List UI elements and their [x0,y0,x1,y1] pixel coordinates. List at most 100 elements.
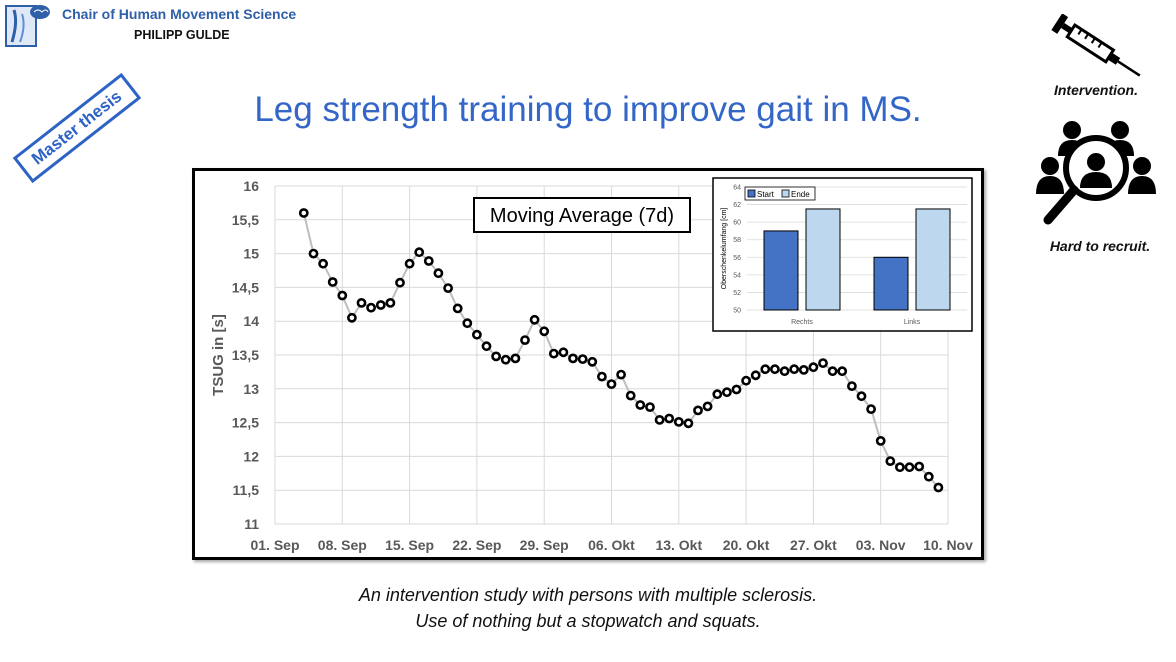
data-point [760,364,771,375]
data-point [443,283,453,293]
data-point [568,353,578,364]
data-point [346,312,357,323]
data-point [616,369,626,380]
data-point [750,370,761,381]
inset-legend-label: Start [757,190,775,199]
data-point [654,414,665,425]
inset-legend-label: Ende [791,190,810,199]
data-point [798,364,809,375]
x-tick-label: 27. Okt [790,537,837,553]
data-point [423,256,434,266]
data-point [741,375,751,386]
y-tick-label: 16 [243,178,259,194]
inset-bar [805,208,841,311]
data-point [308,248,319,259]
data-point [471,329,482,340]
data-point [673,416,684,427]
x-tick-label: 08. Sep [318,537,367,553]
inset-y-tick-label: 60 [733,220,741,227]
data-point [510,353,521,364]
inset-legend-swatch [781,189,790,198]
inset-category-label: Links [904,319,921,326]
data-point [481,341,492,352]
data-point [779,366,790,377]
data-point [596,371,607,382]
inset-y-tick-label: 56 [733,255,741,262]
data-point [337,290,348,301]
y-axis-label: TSUG in [s] [210,314,227,396]
caption-line-1: An intervention study with persons with … [358,585,818,605]
data-point [847,381,857,391]
data-point [722,387,732,398]
data-point [875,435,886,446]
x-tick-label: 29. Sep [520,537,569,553]
data-point [625,390,636,401]
x-tick-label: 03. Nov [856,537,906,553]
data-point [808,362,819,373]
x-tick-label: 22. Sep [452,537,501,553]
x-tick-label: 20. Okt [723,537,770,553]
data-point [923,471,934,482]
caption-line-2: Use of nothing but a stopwatch and squat… [415,611,761,631]
institution-name: Chair of Human Movement Science [62,6,297,22]
inset-y-tick-label: 50 [733,308,741,315]
inset-y-tick-label: 64 [733,185,741,192]
data-point [366,302,376,313]
inset-y-tick-label: 62 [733,202,741,209]
y-tick-label: 13 [243,381,259,397]
x-tick-label: 13. Okt [655,537,702,553]
data-point [452,303,463,314]
inset-y-axis-label: Oberschenkelumfang [cm] [721,208,728,290]
data-point [702,401,713,412]
data-point [414,247,425,258]
people-magnifier-icon [1036,121,1156,225]
data-point [529,314,540,325]
inset-y-tick-label: 58 [733,237,741,244]
data-point [500,354,511,365]
data-point [789,364,800,375]
data-point [856,391,867,402]
syringe-icon [1051,14,1141,77]
inset-category-label: Rechts [791,319,813,326]
data-point [904,462,915,473]
data-point [298,208,309,218]
chart-title-box [473,197,691,233]
data-point [712,389,723,400]
y-tick-label: 15 [243,246,259,262]
data-point [770,364,780,375]
y-tick-label: 14 [243,313,259,329]
y-tick-label: 15,5 [232,212,259,228]
data-point [683,418,694,429]
data-point [606,379,617,389]
inset-legend-box [744,186,816,201]
data-point [327,277,338,287]
data-point [404,258,415,269]
data-point [587,356,598,367]
data-point [548,348,559,359]
data-point [395,277,405,288]
data-point [375,300,386,310]
data-point [914,461,925,472]
y-tick-label: 11,5 [233,482,260,498]
y-tick-label: 12,5 [232,415,259,431]
data-point [385,297,396,308]
data-point [433,268,444,279]
slide-title: Leg strength training to improve gait in… [254,90,922,129]
inset-bar-chart: 50 52 54 56 58 60 62 64 Oberschenkelumfang [cm] R… [712,177,973,332]
y-tick-label: 14,5 [232,279,259,295]
inset-y-tick-label: 54 [733,272,741,279]
data-point [933,482,944,493]
data-point [866,404,876,414]
chart-title: Moving Average (7d) [490,205,674,227]
x-tick-label: 01. Sep [250,537,299,553]
x-tick-label: 10. Nov [923,537,973,553]
data-point [895,462,905,473]
y-tick-label: 13,5 [232,347,259,363]
data-point [664,413,675,424]
data-point [837,366,848,377]
data-point [520,335,530,345]
author-name: PHILIPP GULDE [134,28,230,42]
y-tick-label: 12 [243,448,259,464]
data-point [539,326,550,337]
inset-y-tick-label: 52 [733,290,741,297]
